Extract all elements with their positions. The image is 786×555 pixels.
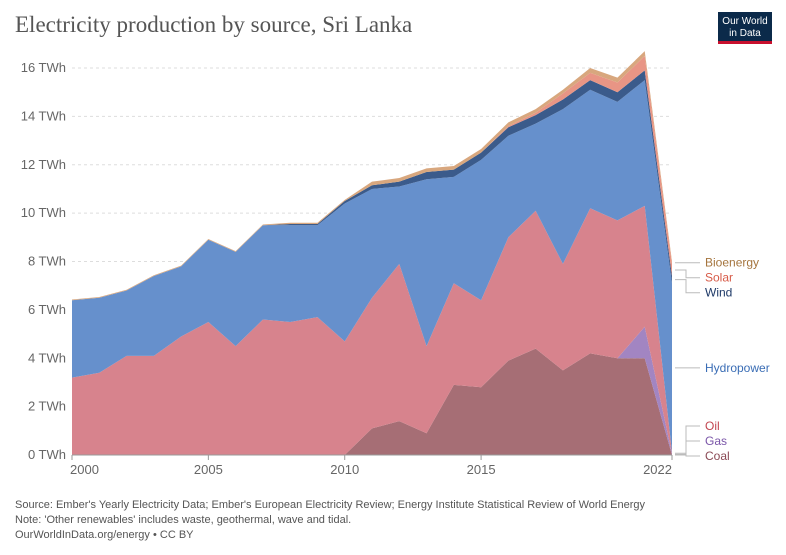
footnote: Note: 'Other renewables' includes waste,…: [15, 514, 352, 526]
area-bioenergy: [72, 51, 672, 301]
y-tick-label: 12 TWh: [21, 157, 66, 172]
x-tick-label: 2000: [70, 462, 99, 477]
x-tick-label: 2005: [194, 462, 223, 477]
x-tick-label: 2015: [467, 462, 496, 477]
y-tick-label: 16 TWh: [21, 60, 66, 75]
y-tick-label: 10 TWh: [21, 205, 66, 220]
chart-area: 0 TWh 2 TWh 4 TWh 6 TWh 8 TWh 10 TWh 12 TWh 14 …: [21, 51, 770, 477]
legend-connector: [675, 425, 700, 454]
legend-label-solar: Solar: [705, 271, 733, 285]
area-oil: [72, 205, 672, 455]
y-tick-label: 6 TWh: [28, 302, 66, 317]
source-note: Source: Ember's Yearly Electricity Data;…: [15, 499, 646, 511]
y-tick-label: 0 TWh: [28, 447, 66, 462]
owid-logo[interactable]: Our World in Data: [718, 12, 772, 44]
legend-label-bioenergy: Bioenergy: [705, 256, 759, 270]
y-tick-label: 2 TWh: [28, 399, 66, 414]
legend-connector: [675, 454, 700, 457]
legend-label-wind: Wind: [705, 286, 732, 300]
chart-title: Electricity production by source, Sri La…: [15, 12, 413, 37]
logo-line1: Our World: [722, 16, 768, 27]
legend-label-oil: Oil: [705, 419, 720, 433]
logo-line2: in Data: [729, 28, 761, 39]
legend-connector: [675, 440, 700, 455]
x-tick-label: 2022: [643, 462, 672, 477]
area-coal: [72, 348, 672, 455]
area-hydropower: [72, 80, 672, 453]
legend-connector: [675, 269, 700, 279]
x-tick-label: 2010: [330, 462, 359, 477]
legend-label-gas: Gas: [705, 434, 727, 448]
y-tick-label: 14 TWh: [21, 108, 66, 123]
credit-link[interactable]: OurWorldInData.org/energy • CC BY: [15, 529, 194, 541]
legend-label-hydropower: Hydropower: [705, 361, 770, 375]
y-tick-label: 8 TWh: [28, 254, 66, 269]
legend-label-coal: Coal: [705, 449, 730, 463]
y-tick-label: 4 TWh: [28, 350, 66, 365]
legend-connector: [675, 279, 700, 294]
